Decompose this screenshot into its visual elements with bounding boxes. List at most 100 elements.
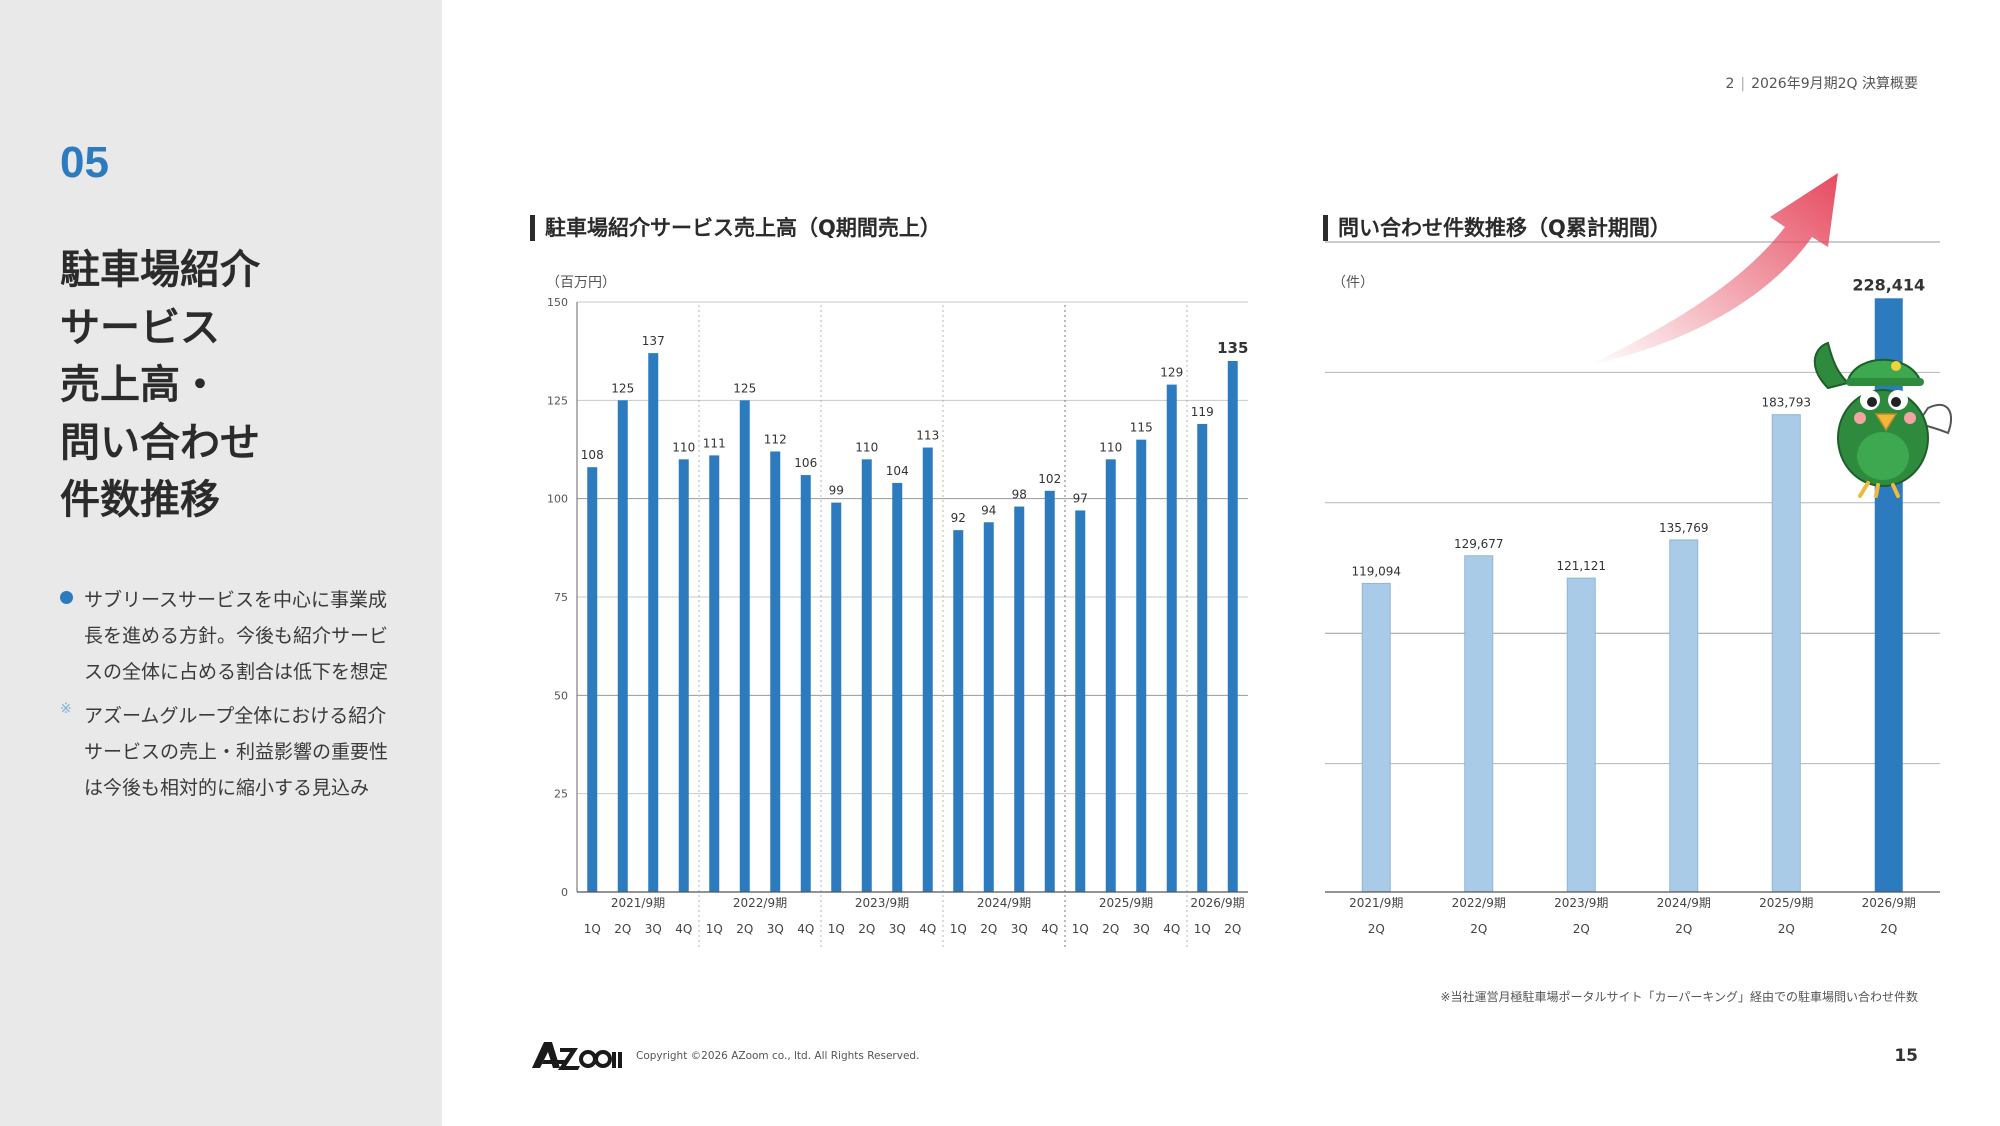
- bar: [892, 482, 903, 892]
- quarter-label: 2Q: [1880, 922, 1897, 936]
- data-label: 125: [733, 381, 756, 395]
- quarter-label: 1Q: [584, 922, 601, 936]
- y-tick-label: 150: [547, 296, 568, 309]
- quarter-label: 2Q: [1470, 922, 1487, 936]
- quarter-label: 3Q: [767, 922, 784, 936]
- bar: [1136, 439, 1147, 892]
- data-label: 92: [951, 511, 966, 525]
- quarter-label: 4Q: [1041, 922, 1058, 936]
- bar: [922, 447, 933, 892]
- data-label: 104: [886, 464, 909, 478]
- data-label: 102: [1038, 472, 1061, 486]
- quarter-label: 2Q: [1675, 922, 1692, 936]
- y-tick-label: 125: [547, 394, 568, 407]
- data-label: 137: [642, 334, 665, 348]
- sales-unit-label: （百万円）: [546, 275, 616, 291]
- data-label: 119,094: [1351, 564, 1401, 578]
- quarter-label: 1Q: [1072, 922, 1089, 936]
- fiscal-year-label: 2022/9期: [733, 896, 787, 910]
- data-label: 113: [916, 429, 939, 443]
- bar: [770, 451, 781, 892]
- data-label: 110: [672, 440, 695, 454]
- bar: [617, 400, 628, 892]
- bar: [678, 459, 689, 892]
- quarter-label: 4Q: [675, 922, 692, 936]
- section-number: 05: [60, 138, 109, 187]
- quarter-label: 2Q: [1224, 922, 1241, 936]
- sales-bar-chart: 0 25 50 75 100 125 150 108 1Q 125 2Q 137 3Q 110 4Q 111 1…: [547, 296, 1248, 948]
- note-item: ※ アズームグループ全体における紹介サービスの売上・利益影響の重要性は今後も相対…: [60, 698, 400, 806]
- fiscal-year-label: 2024/9期: [1657, 896, 1711, 910]
- growth-arrow-icon: [1590, 173, 1838, 365]
- y-tick-label: 50: [554, 689, 568, 702]
- bar: [648, 353, 659, 893]
- quarter-label: 1Q: [950, 922, 967, 936]
- bar: [861, 459, 872, 892]
- bar: [983, 522, 994, 892]
- bullet-item: サブリースサービスを中心に事業成長を進める方針。今後も紹介サービスの全体に占める…: [60, 582, 400, 690]
- sidebar: 05 駐車場紹介 サービス 売上高・ 問い合わせ 件数推移 サブリースサービスを…: [0, 0, 442, 1126]
- bar: [1014, 506, 1025, 892]
- data-label: 228,414: [1852, 275, 1925, 294]
- bullet-text: サブリースサービスを中心に事業成長を進める方針。今後も紹介サービスの全体に占める…: [84, 589, 389, 683]
- chart-title-inquiries: 問い合わせ件数推移（Q累計期間）: [1323, 215, 1671, 241]
- bar: [1044, 490, 1055, 892]
- data-label: 119: [1191, 405, 1214, 419]
- bar: [1105, 459, 1116, 892]
- data-label: 121,121: [1556, 559, 1606, 573]
- asterisk-icon: ※: [60, 701, 72, 717]
- chart-title-sales: 駐車場紹介サービス売上高（Q期間売上）: [530, 215, 941, 241]
- quarter-label: 2Q: [1573, 922, 1590, 936]
- fiscal-year-label: 2025/9期: [1099, 896, 1153, 910]
- bar: [739, 400, 750, 892]
- data-label: 135,769: [1659, 521, 1709, 535]
- note-text: アズームグループ全体における紹介サービスの売上・利益影響の重要性は今後も相対的に…: [84, 705, 389, 799]
- bar: [953, 530, 964, 892]
- quarter-label: 2Q: [736, 922, 753, 936]
- bar: [1771, 414, 1801, 893]
- y-tick-label: 100: [547, 493, 568, 506]
- quarter-label: 2Q: [1102, 922, 1119, 936]
- section-title-line: 件数推移: [60, 477, 220, 523]
- quarter-label: 1Q: [706, 922, 723, 936]
- fiscal-year-label: 2023/9期: [855, 896, 909, 910]
- fiscal-year-label: 2026/9期: [1862, 896, 1916, 910]
- bar: [587, 467, 598, 892]
- data-label: 111: [703, 436, 726, 450]
- quarter-label: 2Q: [1368, 922, 1385, 936]
- bullet-list: サブリースサービスを中心に事業成長を進める方針。今後も紹介サービスの全体に占める…: [60, 582, 400, 814]
- bar: [709, 455, 720, 892]
- fiscal-year-label: 2025/9期: [1759, 896, 1813, 910]
- fiscal-year-label: 2024/9期: [977, 896, 1031, 910]
- data-label: 135: [1217, 339, 1248, 357]
- fiscal-year-label: 2021/9期: [1349, 896, 1403, 910]
- quarter-label: 3Q: [1133, 922, 1150, 936]
- copyright-text: Copyright ©2026 AZoom co., ltd. All Righ…: [636, 1050, 920, 1062]
- bar: [1227, 361, 1238, 892]
- bar: [1566, 577, 1596, 893]
- y-tick-label: 75: [554, 591, 568, 604]
- bar: [800, 475, 811, 892]
- data-label: 97: [1073, 491, 1088, 505]
- mascot-bird-icon: [1813, 341, 1953, 498]
- quarter-label: 2Q: [1778, 922, 1795, 936]
- data-label: 129: [1160, 366, 1183, 380]
- data-label: 125: [611, 381, 634, 395]
- section-title-line: サービス: [60, 304, 220, 351]
- bar: [1166, 384, 1177, 892]
- data-label: 129,677: [1454, 537, 1504, 551]
- header-separator: |: [1740, 76, 1746, 92]
- bullet-dot-icon: [60, 591, 73, 604]
- fiscal-year-label: 2023/9期: [1554, 896, 1608, 910]
- quarter-label: 3Q: [645, 922, 662, 936]
- quarter-label: 4Q: [919, 922, 936, 936]
- bar: [1361, 582, 1391, 893]
- data-label: 110: [855, 440, 878, 454]
- slide-header: 2 | 2026年9月期2Q 決算概要: [1725, 73, 1918, 93]
- bar: [1669, 539, 1699, 893]
- bar: [831, 502, 842, 892]
- quarter-label: 3Q: [889, 922, 906, 936]
- quarter-label: 1Q: [828, 922, 845, 936]
- data-label: 94: [981, 503, 996, 517]
- y-tick-label: 25: [554, 788, 568, 801]
